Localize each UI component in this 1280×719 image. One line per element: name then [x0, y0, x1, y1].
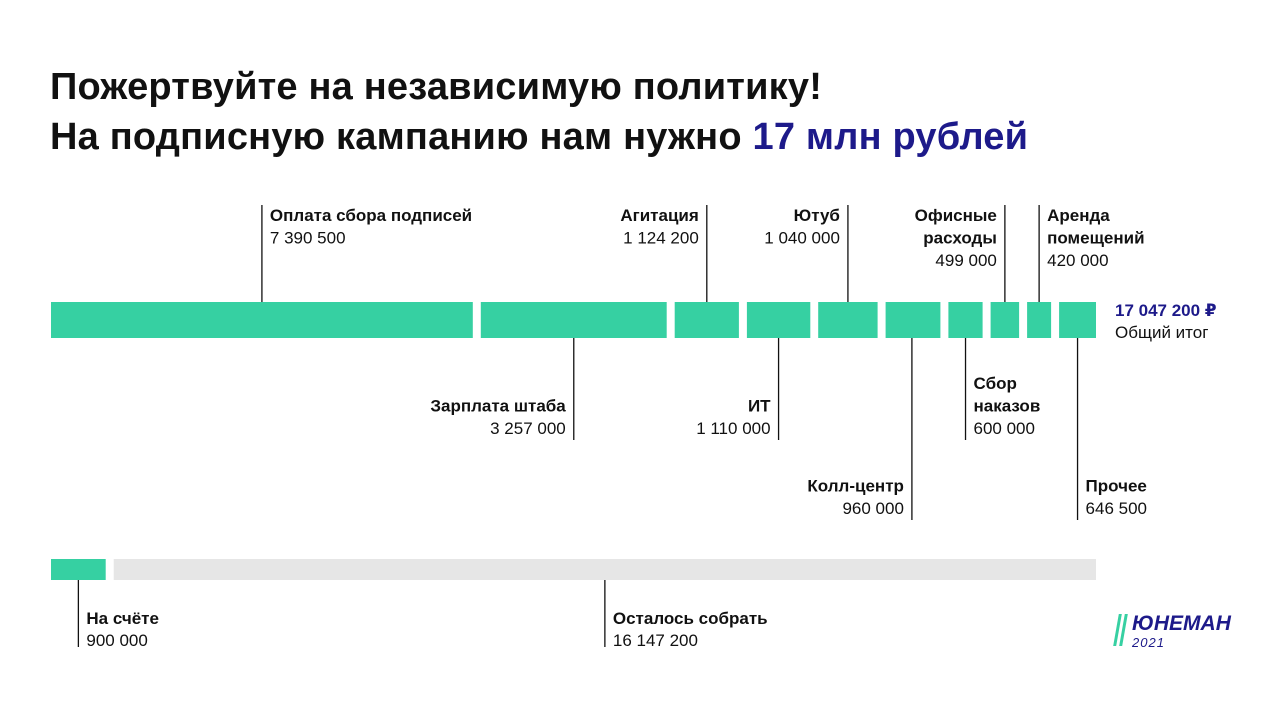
bar-segment-5: [818, 302, 878, 338]
progress-remaining: [113, 559, 1096, 580]
bar-segment-9: [1027, 302, 1052, 338]
category-label: наказов: [974, 397, 1041, 416]
progress-collected: [51, 559, 106, 580]
total-value-label: 17 047 200 ₽: [1115, 301, 1217, 320]
category-label: Сбор: [974, 374, 1017, 393]
value-label: 1 110 000: [696, 419, 770, 438]
bar-segment-1: [51, 302, 473, 338]
value-label: 3 257 000: [490, 419, 566, 438]
total-label: Общий итог: [1115, 323, 1208, 342]
category-label: Аренда: [1047, 206, 1110, 225]
title-line-2-prefix: На подписную кампанию нам нужно: [50, 116, 753, 158]
category-label: помещений: [1047, 229, 1144, 248]
title-line-2: На подписную кампанию нам нужно 17 млн р…: [50, 112, 1028, 162]
category-label: ИТ: [748, 397, 771, 416]
bar-segment-8: [990, 302, 1020, 338]
value-label: 1 040 000: [764, 229, 840, 248]
category-label: Осталось собрать: [613, 609, 768, 628]
category-label: Агитация: [620, 206, 698, 225]
value-label: 1 124 200: [623, 229, 699, 248]
logo-year: 2021: [1132, 635, 1165, 650]
category-label: Колл-центр: [807, 477, 903, 496]
category-label: расходы: [923, 229, 997, 248]
bar-segment-2: [480, 302, 667, 338]
title-line-1: Пожертвуйте на независимую политику!: [50, 66, 823, 108]
category-label: Прочее: [1086, 477, 1147, 496]
category-label: Зарплата штаба: [430, 397, 566, 416]
value-label: 900 000: [86, 631, 147, 650]
value-label: 16 147 200: [613, 631, 698, 650]
logo-bars-icon: [1113, 612, 1130, 646]
bar-segment-7: [948, 302, 983, 338]
category-label: На счёте: [86, 609, 159, 628]
category-label: Оплата сбора подписей: [270, 206, 472, 225]
bar-segment-10: [1059, 302, 1096, 338]
page-title: Пожертвуйте на независимую политику! На …: [50, 62, 1028, 162]
bar-segment-3: [674, 302, 739, 338]
value-label: 499 000: [935, 251, 996, 270]
logo: ЮНЕМАН 2021: [1113, 612, 1231, 650]
category-label: Ютуб: [794, 206, 840, 225]
value-label: 7 390 500: [270, 229, 346, 248]
value-label: 646 500: [1086, 499, 1147, 518]
category-label: Офисные: [915, 206, 997, 225]
value-label: 960 000: [842, 499, 903, 518]
value-label: 420 000: [1047, 251, 1108, 270]
logo-name: ЮНЕМАН: [1132, 612, 1231, 635]
bar-segment-6: [885, 302, 941, 338]
bar-segment-4: [746, 302, 811, 338]
value-label: 600 000: [974, 419, 1035, 438]
title-line-2-accent: 17 млн рублей: [752, 116, 1029, 158]
